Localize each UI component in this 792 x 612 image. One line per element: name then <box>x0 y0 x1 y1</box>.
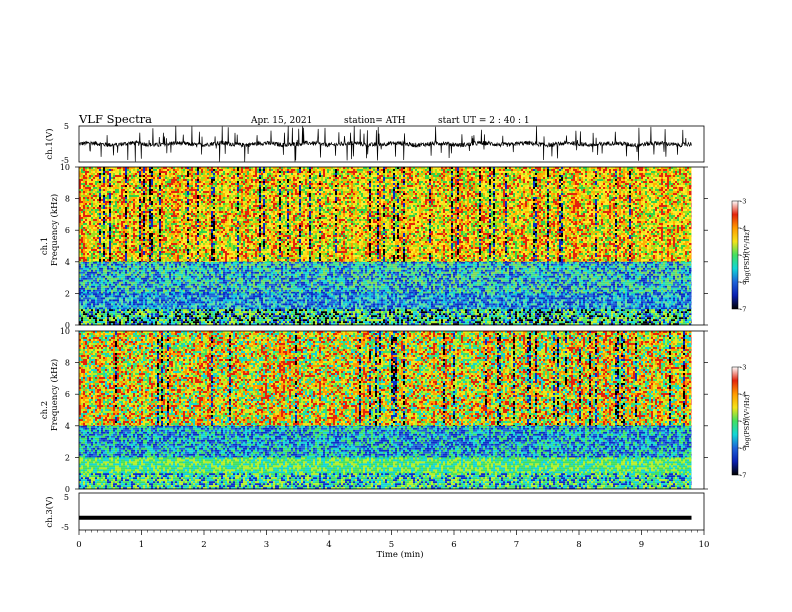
time-tick-label-3: 3 <box>264 540 269 550</box>
ch2-spec-ytick-label-4: 8 <box>65 359 70 368</box>
figure-title: VLF Spectra <box>78 112 152 126</box>
ch1-spec-ytick-label-5: 10 <box>60 163 70 172</box>
time-tick-label-1: 1 <box>139 540 144 550</box>
ch2-spec-band-3 <box>79 473 693 489</box>
ch1-colorbar-label: log(PSD)(V²/Hz) <box>743 229 751 282</box>
time-tick-label-9: 9 <box>639 540 644 550</box>
ch1-spec-nodata-strip <box>692 167 705 325</box>
time-axis-label: Time (min) <box>376 549 423 560</box>
ch3-ytick-top: 5 <box>64 493 69 502</box>
ch1-spec-ytick-label-4: 8 <box>65 195 70 204</box>
ch2-colorbar-tick-label-0: -3 <box>740 364 746 372</box>
time-tick-label-7: 7 <box>514 540 519 550</box>
ch1-ytick-top: 5 <box>64 122 69 131</box>
ch2-spec-band-1 <box>79 426 693 458</box>
ch1-spec-band-0 <box>79 167 693 263</box>
ch2-spec-ytick-label-1: 2 <box>65 453 70 462</box>
ch1-waveform-ylabel: ch.1(V) <box>44 128 55 159</box>
ch2-colorbar-tick-label-4: -7 <box>740 472 746 480</box>
ch1-spec-band-3 <box>79 309 693 325</box>
ch3-waveform-frame <box>79 493 704 530</box>
time-tick-label-10: 10 <box>699 540 710 550</box>
ch1-spec-band-2 <box>79 293 693 309</box>
ch2-colorbar-label: log(PSD)(V²/Hz) <box>743 394 751 447</box>
ch1-spec-ytick-label-3: 6 <box>65 226 70 235</box>
ch3-ytick-bottom: -5 <box>61 523 69 532</box>
ch2-spectrogram-ylabel: Frequency (kHz) <box>49 359 60 431</box>
ch1-spec-band-1 <box>79 262 693 294</box>
ch2-spec-band-2 <box>79 457 693 473</box>
time-tick-label-2: 2 <box>201 540 206 550</box>
station-label: station= ATH <box>344 116 406 126</box>
time-tick-label-4: 4 <box>326 540 331 550</box>
ch2-colorbar-gradient <box>732 367 738 475</box>
ch2-spec-ytick-label-3: 6 <box>65 390 70 399</box>
ch2-spectrogram-image <box>79 331 704 489</box>
ch2-spectrogram-ylabel-channel: ch.2 <box>40 401 50 419</box>
ch1-spec-ytick-label-2: 4 <box>65 258 70 267</box>
ch3-waveform-ylabel: ch.3(V) <box>44 496 55 527</box>
time-axis: 0 1 2 3 4 5 6 7 8 9 10 <box>76 530 709 550</box>
ch1-spectrogram-ylabel: Frequency (kHz) <box>49 194 60 266</box>
ch2-spec-ytick-label-5: 10 <box>60 327 70 336</box>
time-tick-label-0: 0 <box>76 540 81 550</box>
ch1-colorbar-tick-label-4: -7 <box>740 306 746 314</box>
ch2-spec-band-0 <box>79 331 693 427</box>
ch1-colorbar-tick-label-0: -3 <box>740 198 746 206</box>
ch1-spec-ytick-label-1: 2 <box>65 289 70 298</box>
time-tick-label-8: 8 <box>576 540 581 550</box>
ch1-spectrogram-image <box>79 167 704 325</box>
ch2-spec-nodata-strip <box>692 331 705 489</box>
ch1-waveform-trace <box>79 126 691 162</box>
ch1-colorbar-gradient <box>732 201 738 309</box>
date-label: Apr. 15, 2021 <box>250 116 312 126</box>
start-time-label: start UT = 2 : 40 : 1 <box>438 116 530 126</box>
ch1-spectrogram-ylabel-channel: ch.1 <box>40 237 50 255</box>
ch3-waveform-panel: 5 -5 ch.3(V) <box>44 493 704 532</box>
ch2-spec-ytick-label-2: 4 <box>65 422 70 431</box>
ch1-waveform-panel: 5 -5 ch.1(V) <box>44 122 704 165</box>
time-tick-label-5: 5 <box>389 540 394 550</box>
time-tick-label-6: 6 <box>451 540 456 550</box>
